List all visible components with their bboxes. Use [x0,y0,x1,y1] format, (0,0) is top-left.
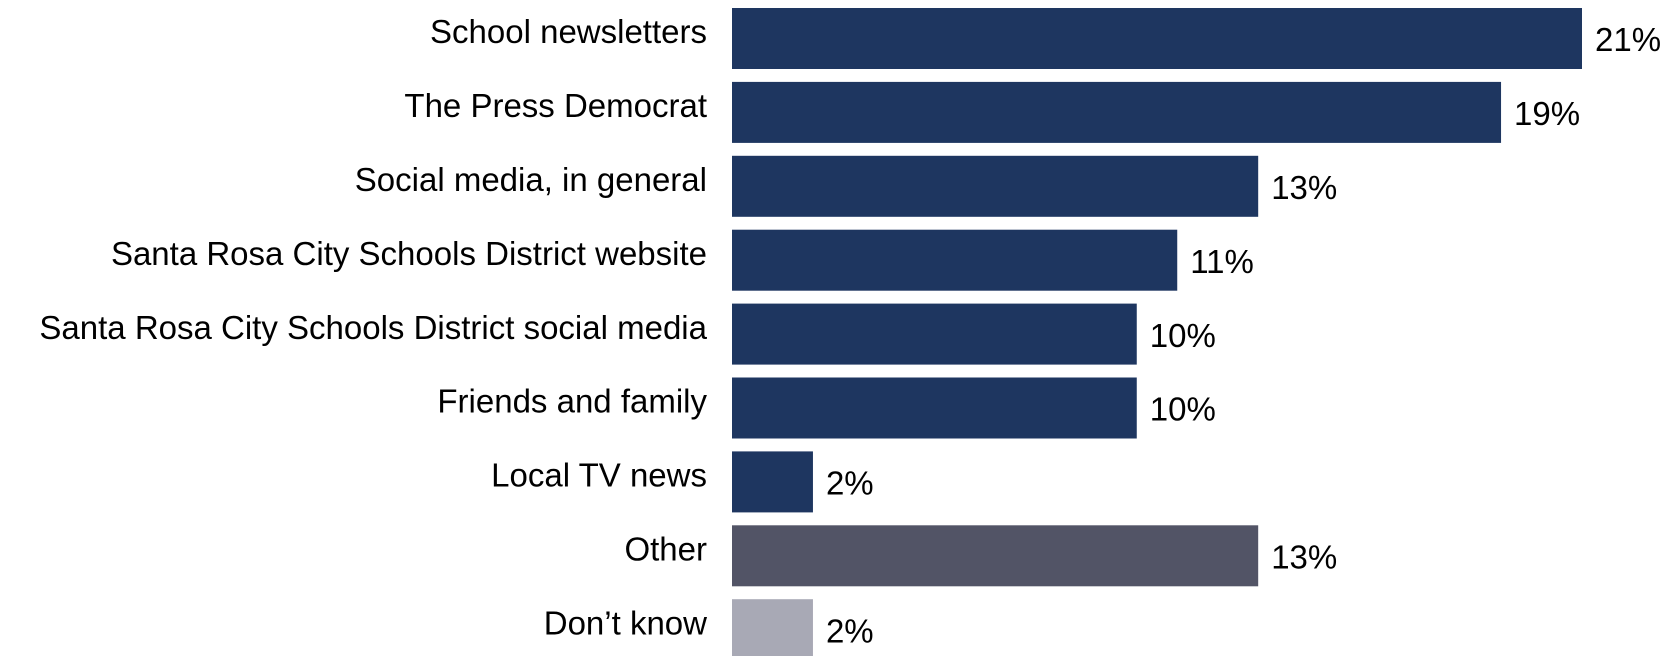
category-labels: School newsletters The Press Democrat Soci… [39,13,707,641]
category-label: Santa Rosa City Schools District social … [39,309,707,346]
bar [732,377,1137,439]
bar [732,155,1259,217]
value-label: 13% [1271,169,1337,206]
category-label: The Press Democrat [404,87,707,124]
bar [732,525,1259,587]
category-label: Social media, in general [355,161,707,198]
bar [732,451,813,513]
bar [732,81,1502,143]
bars [732,8,1582,656]
value-labels: 21% 19% 13% 11% 10% 10% 2% 13% 2% [826,21,1661,649]
value-label: 19% [1514,95,1580,132]
category-label: School newsletters [430,13,707,50]
bar [732,599,813,656]
bar [732,303,1137,365]
value-label: 11% [1190,243,1254,280]
value-label: 10% [1150,391,1216,428]
value-label: 2% [826,612,874,649]
category-label: Don’t know [544,604,707,641]
value-label: 10% [1150,317,1216,354]
bar [732,229,1178,291]
category-label: Friends and family [437,383,707,420]
value-label: 2% [826,465,874,502]
category-label: Local TV news [491,457,707,494]
value-label: 13% [1271,539,1337,576]
bar [732,8,1582,69]
category-label: Other [624,531,707,568]
value-label: 21% [1595,21,1661,58]
category-label: Santa Rosa City Schools District website [111,235,707,272]
